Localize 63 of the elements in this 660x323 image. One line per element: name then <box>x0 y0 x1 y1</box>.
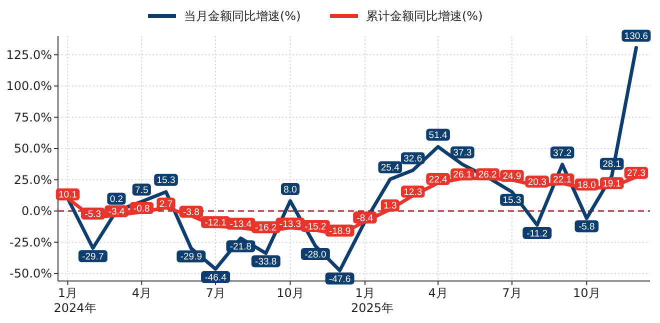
data-label: 0.2 <box>110 194 124 206</box>
y-tick-label: -25.0% <box>10 235 52 250</box>
data-label: -28.0 <box>304 249 326 260</box>
data-label: -13.3 <box>279 218 302 230</box>
x-tick-label: 10月 <box>276 286 304 300</box>
data-label: -18.9 <box>328 226 351 237</box>
data-label: 12.3 <box>404 186 422 198</box>
y-tick-label: -50.0% <box>10 266 52 281</box>
y-tick-label: 75.0% <box>14 110 52 124</box>
data-label: -29.9 <box>180 252 202 263</box>
data-label: 1.3 <box>384 200 397 212</box>
data-label: -47.6 <box>328 274 351 285</box>
data-label: 15.3 <box>156 175 176 186</box>
data-label: 32.6 <box>404 154 422 165</box>
data-label: -12.1 <box>204 217 226 228</box>
data-label: -21.8 <box>230 242 252 253</box>
data-label: -11.2 <box>526 228 548 240</box>
data-label: -13.4 <box>230 219 252 230</box>
x-tick-label: 4月 <box>132 286 152 300</box>
data-label: -0.8 <box>133 203 150 214</box>
data-label: 26.2 <box>478 170 497 181</box>
data-label: -46.4 <box>204 272 226 284</box>
data-label: -8.4 <box>356 212 374 224</box>
data-label: 2.7 <box>159 198 173 210</box>
data-label: 51.4 <box>428 130 448 142</box>
x-tick-label: 1月 2025年 <box>350 286 394 315</box>
data-label: 7.5 <box>135 184 148 196</box>
data-label: 20.3 <box>528 176 546 188</box>
y-tick-label: 100.0% <box>6 79 52 94</box>
data-label: -3.4 <box>108 206 125 218</box>
x-tick-label: 4月 <box>428 286 448 300</box>
data-label: 18.0 <box>577 180 596 191</box>
data-label: 19.1 <box>602 178 622 190</box>
data-label: -16.2 <box>255 222 277 234</box>
data-label: 24.9 <box>502 171 522 182</box>
x-tick-label: 1月 2024年 <box>54 286 96 315</box>
data-label: 22.4 <box>428 174 448 186</box>
data-label: -3.8 <box>182 207 200 218</box>
x-tick-label: 10月 <box>573 286 600 300</box>
data-label: 27.3 <box>626 168 646 180</box>
data-label: -15.2 <box>304 221 326 232</box>
data-label: -5.8 <box>578 222 595 233</box>
data-label: 8.0 <box>284 184 297 196</box>
data-label: 28.1 <box>602 159 622 170</box>
data-label: 15.3 <box>502 195 522 206</box>
y-tick-label: 0.0% <box>22 204 52 218</box>
data-label: 26.1 <box>453 170 472 181</box>
x-tick-label: 7月 <box>502 286 522 300</box>
y-tick-label: 50.0% <box>14 142 52 156</box>
data-label: 130.6 <box>624 31 648 42</box>
data-label: -5.3 <box>84 208 102 220</box>
data-label: 22.1 <box>553 174 572 186</box>
y-tick-label: 25.0% <box>14 172 52 187</box>
y-tick-label: 125.0% <box>6 48 52 62</box>
data-label: 37.2 <box>553 148 572 159</box>
legend-label: 当月金额同比增速(%) <box>184 9 301 24</box>
data-label: 25.4 <box>380 162 400 174</box>
data-label: 37.3 <box>453 148 472 159</box>
x-tick-label: 7月 <box>206 286 226 300</box>
data-label: -33.8 <box>255 256 277 268</box>
data-label: 10.1 <box>58 190 77 201</box>
legend-label: 累计金额同比增速(%) <box>366 9 483 24</box>
data-label: -29.7 <box>82 251 104 262</box>
